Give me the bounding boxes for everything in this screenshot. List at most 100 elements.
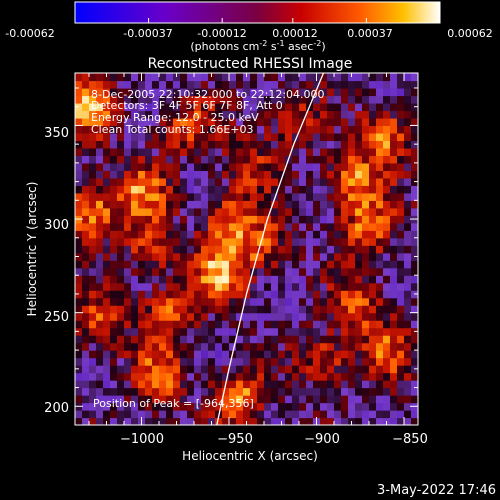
heatmap-cell — [320, 252, 328, 261]
y-tick-label: 200 — [44, 401, 69, 416]
heatmap-cell — [355, 80, 363, 89]
heatmap-cell — [229, 192, 237, 201]
heatmap-cell — [264, 102, 272, 112]
heatmap-cell — [152, 327, 160, 336]
heatmap-cell — [264, 312, 272, 321]
heatmap-cell — [362, 380, 370, 389]
heatmap-cell — [110, 207, 118, 216]
heatmap-cell — [383, 95, 391, 104]
heatmap-cell — [341, 200, 349, 209]
heatmap-cell — [187, 372, 195, 381]
heatmap-cell — [166, 357, 174, 366]
heatmap-cell — [341, 147, 349, 156]
heatmap-cell — [124, 282, 132, 291]
heatmap-cell — [355, 73, 363, 82]
heatmap-cell — [257, 402, 265, 411]
heatmap-cell — [103, 395, 111, 404]
heatmap-cell — [348, 185, 356, 194]
heatmap-cell — [117, 387, 125, 396]
heatmap-cell — [222, 387, 230, 396]
heatmap-cell — [257, 110, 265, 119]
heatmap-cell — [173, 267, 181, 276]
heatmap-cell — [264, 372, 272, 381]
footer-timestamp: 3-May-2022 17:46 — [377, 483, 496, 498]
heatmap-cell — [362, 125, 370, 134]
heatmap-cell — [404, 372, 412, 381]
heatmap-cell — [250, 335, 258, 344]
heatmap-cell — [180, 207, 188, 216]
heatmap-cell — [285, 200, 293, 209]
heatmap-cell — [131, 260, 139, 269]
heatmap-cell — [222, 200, 230, 209]
heatmap-cell — [369, 252, 377, 261]
heatmap-cell — [75, 147, 83, 156]
heatmap-cell — [313, 200, 321, 209]
heatmap-cell — [236, 73, 244, 82]
heatmap-cell — [159, 177, 167, 186]
heatmap-cell — [173, 80, 181, 89]
heatmap-cell — [166, 290, 174, 299]
heatmap-cell — [166, 335, 174, 344]
heatmap-cell — [355, 192, 363, 201]
heatmap-cell — [278, 80, 286, 89]
y-axis-label: Heliocentric Y (arcsec) — [25, 182, 39, 317]
heatmap-cell — [82, 132, 90, 141]
heatmap-cell — [355, 372, 363, 381]
heatmap-cell — [369, 327, 377, 336]
heatmap-cell — [82, 110, 90, 119]
heatmap-cell — [250, 80, 258, 89]
heatmap-cell — [215, 125, 223, 134]
heatmap-cell — [327, 237, 335, 246]
heatmap-cell — [159, 417, 167, 425]
heatmap-cell — [208, 327, 216, 336]
heatmap-cell — [243, 192, 251, 201]
heatmap-cell — [292, 110, 300, 119]
heatmap-cell — [96, 140, 104, 149]
heatmap-cell — [376, 395, 384, 404]
heatmap-cell — [173, 410, 181, 419]
heatmap-cell — [327, 357, 335, 366]
heatmap-cell — [166, 402, 174, 411]
heatmap-cell — [124, 387, 132, 396]
heatmap-cell — [292, 372, 300, 381]
heatmap-cell — [362, 335, 370, 344]
heatmap-cell — [138, 215, 146, 224]
heatmap-cell — [271, 80, 279, 89]
heatmap-cell — [229, 245, 237, 254]
heatmap-cell — [404, 200, 412, 209]
heatmap-cell — [243, 260, 251, 269]
heatmap-cell — [243, 402, 251, 411]
heatmap-cell — [348, 252, 356, 261]
heatmap-cell — [236, 170, 244, 179]
heatmap-cell — [96, 132, 104, 141]
heatmap-cell — [397, 365, 405, 374]
heatmap-cell — [89, 155, 97, 164]
heatmap-cell — [145, 402, 153, 411]
heatmap-cell — [173, 222, 181, 231]
heatmap-cell — [362, 230, 370, 239]
heatmap-cell — [299, 230, 307, 239]
heatmap-cell — [145, 305, 153, 314]
heatmap-cell — [145, 327, 153, 336]
heatmap-cell — [138, 290, 146, 299]
heatmap-cell — [117, 410, 125, 419]
heatmap-cell — [187, 342, 195, 351]
heatmap-cell — [334, 245, 342, 254]
heatmap-cell — [96, 252, 104, 261]
heatmap-cell — [376, 275, 384, 284]
heatmap-cell — [96, 312, 104, 321]
heatmap-cell — [89, 267, 97, 276]
heatmap-cell — [376, 185, 384, 194]
heatmap-cell — [278, 87, 286, 97]
heatmap-cell — [292, 177, 300, 186]
heatmap-cell — [299, 380, 307, 389]
heatmap-cell — [236, 327, 244, 336]
heatmap-cell — [264, 200, 272, 209]
heatmap-cell — [334, 275, 342, 284]
heatmap-cell — [250, 95, 258, 104]
heatmap-cell — [411, 192, 418, 201]
heatmap-cell — [299, 320, 307, 329]
heatmap-cell — [229, 372, 237, 381]
heatmap-cell — [250, 305, 258, 314]
heatmap-cell — [278, 372, 286, 381]
